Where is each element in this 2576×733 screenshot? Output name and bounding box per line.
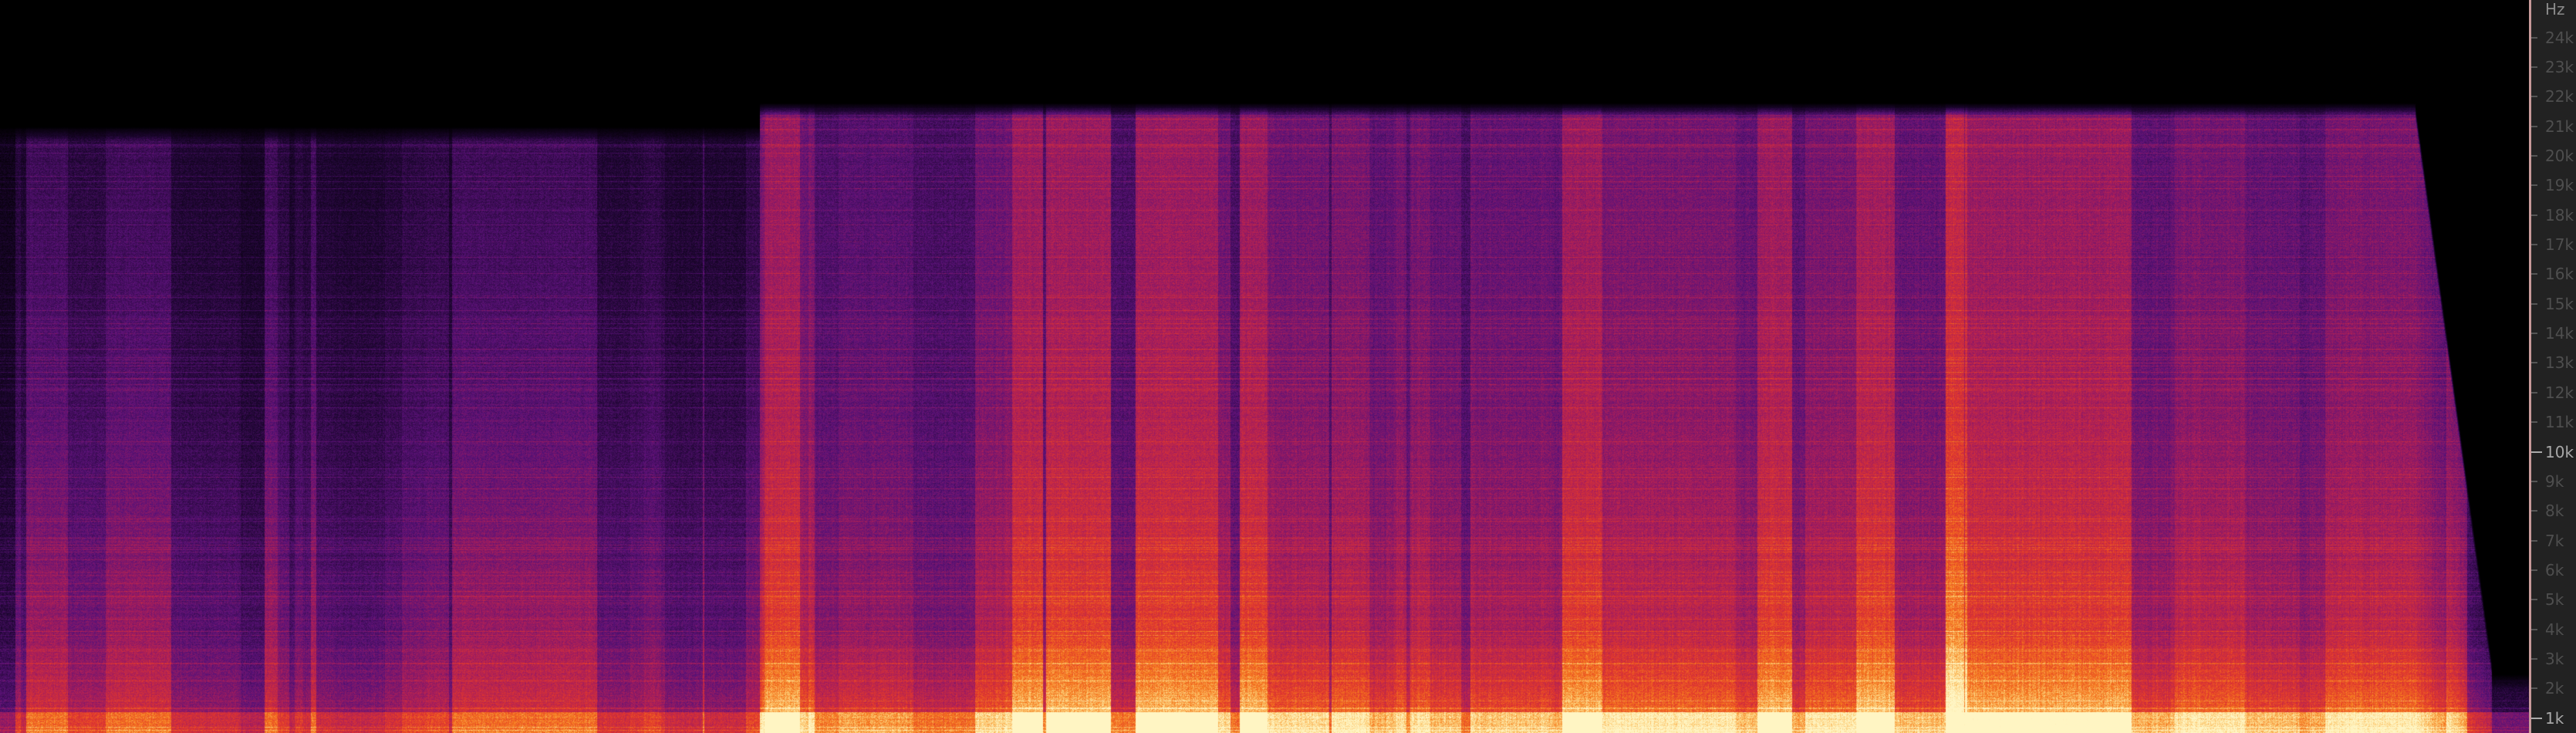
- y-tick-mark: [2531, 155, 2537, 157]
- y-tick-label: 5k: [2545, 590, 2564, 610]
- y-tick-label: 19k: [2545, 176, 2574, 195]
- y-tick-label: 24k: [2545, 28, 2574, 47]
- y-tick-mark: [2531, 421, 2537, 424]
- y-tick-label: 17k: [2545, 235, 2574, 255]
- y-tick-label: 16k: [2545, 265, 2574, 284]
- y-tick-label: 14k: [2545, 324, 2574, 343]
- y-tick-label: 15k: [2545, 294, 2574, 313]
- y-tick-mark: [2531, 244, 2537, 246]
- y-tick-mark: [2531, 184, 2537, 187]
- y-tick-label: 21k: [2545, 117, 2574, 136]
- y-tick-label: 13k: [2545, 353, 2574, 373]
- y-tick-mark: [2531, 569, 2537, 571]
- y-tick-mark: [2531, 599, 2537, 601]
- y-tick-label: 9k: [2545, 471, 2564, 491]
- y-tick-mark: [2531, 628, 2537, 630]
- y-tick-mark: [2531, 333, 2537, 335]
- y-tick-mark: [2531, 36, 2537, 39]
- y-tick-mark: [2531, 66, 2537, 68]
- y-tick-label: 18k: [2545, 205, 2574, 225]
- axis-unit-label: Hz: [2545, 0, 2565, 19]
- y-tick-label: 12k: [2545, 383, 2574, 402]
- y-tick-label: 11k: [2545, 413, 2574, 432]
- y-tick-label: 8k: [2545, 502, 2564, 521]
- y-tick-mark: [2531, 96, 2537, 98]
- y-tick-label: 20k: [2545, 147, 2574, 165]
- y-tick-mark: [2531, 717, 2542, 719]
- y-tick-mark: [2531, 480, 2537, 482]
- y-tick-mark: [2531, 657, 2537, 660]
- y-tick-mark: [2531, 273, 2537, 275]
- y-tick-mark: [2531, 687, 2537, 690]
- y-tick-label: 7k: [2545, 531, 2564, 550]
- y-tick-mark: [2531, 539, 2537, 542]
- frequency-axis: Hz 24k 23k 22k 21k 20k 19k 18k 17k 16k 15k 14k 13k 1…: [2529, 0, 2576, 733]
- y-tick-mark: [2531, 451, 2542, 453]
- y-tick-mark: [2531, 391, 2537, 394]
- y-tick-mark: [2531, 302, 2537, 305]
- y-tick-mark: [2531, 214, 2537, 216]
- y-tick-label: 22k: [2545, 87, 2574, 106]
- y-tick-label: 23k: [2545, 57, 2574, 76]
- y-tick-label: 3k: [2545, 649, 2564, 668]
- y-tick-mark: [2531, 510, 2537, 512]
- y-tick-label: 2k: [2545, 679, 2564, 698]
- y-tick-label: 4k: [2545, 620, 2564, 639]
- y-tick-mark: [2531, 125, 2537, 127]
- y-tick-label: 10k: [2545, 442, 2574, 461]
- y-tick-mark: [2531, 362, 2537, 364]
- y-tick-label: 1k: [2545, 708, 2564, 728]
- y-tick-label: 6k: [2545, 560, 2564, 579]
